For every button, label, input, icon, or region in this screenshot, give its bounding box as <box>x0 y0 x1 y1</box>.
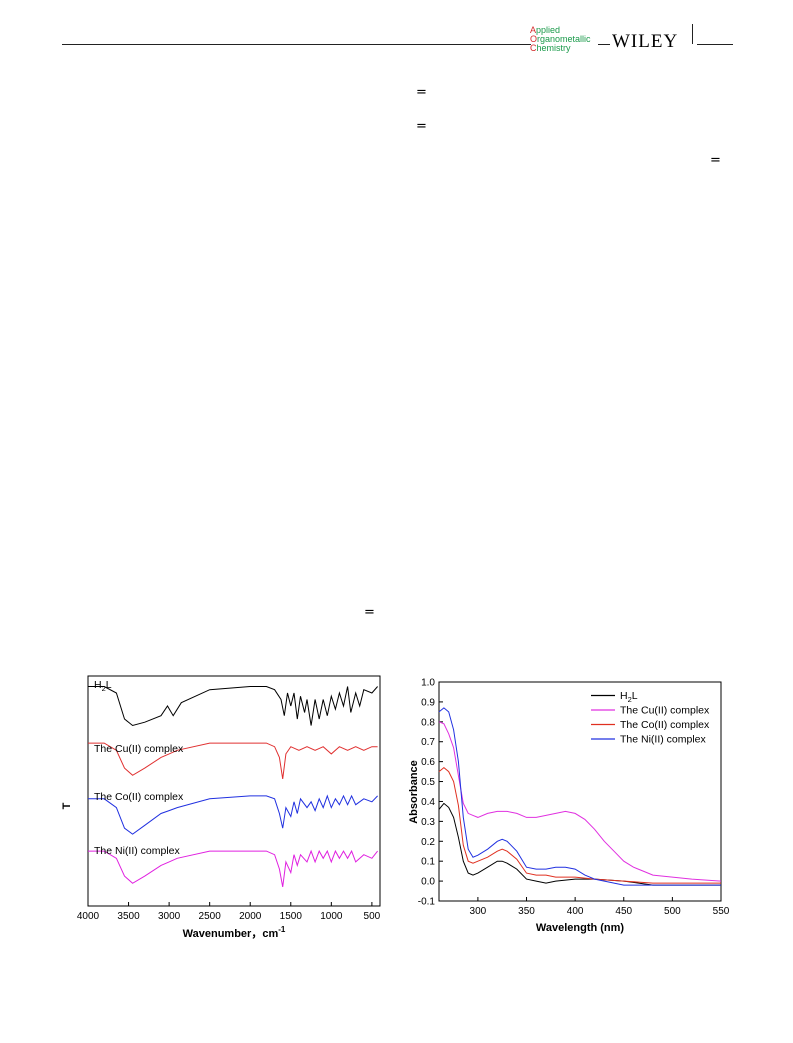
x-tick-label: 500 <box>664 906 681 917</box>
x-tick-label: 3000 <box>158 911 181 922</box>
y-tick-label: 0.1 <box>421 857 435 868</box>
y-tick-label: 0.3 <box>421 817 435 828</box>
y-tick-label: 0.5 <box>421 777 435 788</box>
y-tick-label: 0.0 <box>421 877 435 888</box>
y-axis-label: Absorbance <box>408 760 420 824</box>
x-tick-label: 2500 <box>199 911 222 922</box>
y-axis-label: T <box>61 802 73 809</box>
y-tick-label: 0.9 <box>421 697 435 708</box>
series-line <box>438 721 722 882</box>
x-tick-label: 450 <box>615 906 632 917</box>
x-tick-label: 400 <box>567 906 584 917</box>
legend-label: The Co(II) complex <box>620 719 710 731</box>
series-label: The Ni(II) complex <box>94 845 181 857</box>
series-line <box>88 742 378 779</box>
x-axis-label: Wavelength (nm) <box>536 922 625 934</box>
publisher-logo: WILEY <box>612 31 679 52</box>
series-line <box>438 766 721 884</box>
equals-glyph: = <box>364 605 375 620</box>
header-rule <box>62 44 531 45</box>
equals-glyph: = <box>710 153 721 168</box>
y-tick-label: -0.1 <box>418 897 436 908</box>
x-tick-label: 2000 <box>239 911 262 922</box>
x-tick-label: 1000 <box>320 911 343 922</box>
x-tick-label: 550 <box>713 906 730 917</box>
header-rule <box>697 44 733 45</box>
uv-vis-spectra-chart: 300 350 400 450 500 550 -0.1 0.0 0.1 0.2 0.3 0.4 0.5… <box>408 678 730 935</box>
equals-glyph: = <box>416 85 427 100</box>
y-tick-label: 0.8 <box>421 717 435 728</box>
y-tick-label: 0.4 <box>421 797 435 808</box>
x-tick-label: 4000 <box>77 911 100 922</box>
y-tick-label: 0.2 <box>421 837 435 848</box>
journal-logo: Applied Organometallic Chemistry <box>530 25 591 53</box>
ir-spectra-chart: 4000 3500 3000 2500 2000 1500 1000 500 Wavenumbe… <box>61 675 381 940</box>
x-tick-label: 500 <box>364 911 381 922</box>
x-tick-label: 1500 <box>280 911 303 922</box>
series-line <box>438 707 721 886</box>
series-line <box>88 849 378 887</box>
y-tick-label: 0.6 <box>421 757 435 768</box>
plot-frame <box>438 681 722 902</box>
legend-label: The Cu(II) complex <box>620 705 710 717</box>
series-line <box>88 686 378 727</box>
y-tick-label: 1.0 <box>421 678 435 689</box>
equals-glyph: = <box>416 119 427 134</box>
x-tick-label: 3500 <box>117 911 140 922</box>
x-tick-label: 350 <box>518 906 535 917</box>
legend-label: H2L <box>620 690 638 704</box>
page-tick <box>692 24 693 44</box>
series-line <box>88 794 378 835</box>
y-tick-label: 0.7 <box>421 737 435 748</box>
series-label: H2L <box>94 679 112 693</box>
header-rule <box>598 44 610 45</box>
x-axis-label: Wavenumber，cm-1 <box>183 925 286 940</box>
plot-frame <box>87 675 381 907</box>
series-label: The Cu(II) complex <box>94 743 184 755</box>
legend-label: The Ni(II) complex <box>620 734 707 746</box>
series-label: The Co(II) complex <box>94 791 184 803</box>
x-tick-label: 300 <box>470 906 487 917</box>
